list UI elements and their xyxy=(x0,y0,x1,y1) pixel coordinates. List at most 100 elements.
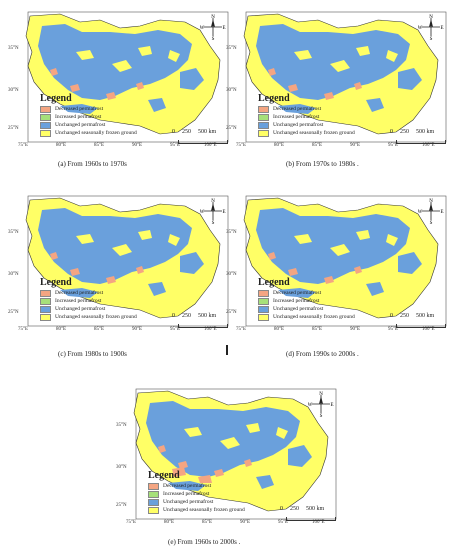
lon-label-100: 100°E xyxy=(312,520,325,525)
legend-item-seasonal: Unchanged seasonally frozen ground xyxy=(148,506,268,514)
lat-label-25: 25°N xyxy=(8,310,19,315)
map-panel-d: N S E W 35°N 30°N 25°N 75°E 80°E 85°E 90… xyxy=(226,192,450,332)
compass-s: S xyxy=(212,221,215,224)
map-legend: Legend Decreased permafrost Increased pe… xyxy=(258,93,378,137)
lat-label-35: 35°N xyxy=(8,230,19,235)
compass-rose-icon: N S E W xyxy=(200,198,226,224)
lon-label-90: 90°E xyxy=(132,327,143,332)
scale-bar xyxy=(178,324,228,328)
compass-s: S xyxy=(320,414,323,417)
lon-label-90: 90°E xyxy=(132,143,143,148)
lat-label-30: 30°N xyxy=(8,272,19,277)
lat-label-35: 35°N xyxy=(116,423,127,428)
compass-e: E xyxy=(440,26,443,31)
map-panel-c: N S E W 35°N 30°N 25°N 75°E 80°E 85°E 90… xyxy=(8,192,232,332)
lon-label-100: 100°E xyxy=(204,143,217,148)
map-image xyxy=(25,195,229,327)
legend-title: Legend xyxy=(148,470,180,481)
lon-label-85: 85°E xyxy=(312,327,323,332)
legend-title: Legend xyxy=(40,277,72,288)
legend-item-increased: Increased permafrost xyxy=(40,297,160,305)
lon-label-80: 80°E xyxy=(164,520,175,525)
map-image xyxy=(133,388,337,520)
scale-bar xyxy=(396,140,446,144)
compass-n: N xyxy=(211,15,215,20)
scale-bar xyxy=(178,140,228,144)
lon-label-100: 100°E xyxy=(422,327,435,332)
scale-labels: 0 250 500 km xyxy=(172,313,217,319)
compass-n: N xyxy=(319,392,323,397)
scale-labels: 0 250 500 km xyxy=(172,129,217,135)
lon-label-100: 100°E xyxy=(204,327,217,332)
map-panel-e: N S E W 35°N 30°N 25°N 75°E 80°E 85°E 90… xyxy=(116,385,340,525)
lat-label-30: 30°N xyxy=(116,465,127,470)
lon-label-95: 95°E xyxy=(170,327,181,332)
scale-labels: 0 250 500 km xyxy=(390,129,435,135)
lat-label-30: 30°N xyxy=(8,88,19,93)
scale-labels: 0 250 500 km xyxy=(280,506,325,512)
legend-item-unchanged-permafrost: Unchanged permafrost xyxy=(148,498,268,506)
legend-item-seasonal: Unchanged seasonally frozen ground xyxy=(258,129,378,137)
lat-label-25: 25°N xyxy=(116,503,127,508)
lat-label-30: 30°N xyxy=(226,272,237,277)
lon-label-85: 85°E xyxy=(312,143,323,148)
compass-e: E xyxy=(222,210,225,215)
compass-n: N xyxy=(429,15,433,20)
scale-labels: 0 250 500 km xyxy=(390,313,435,319)
lon-label-100: 100°E xyxy=(422,143,435,148)
lon-label-90: 90°E xyxy=(350,327,361,332)
lon-label-90: 90°E xyxy=(350,143,361,148)
lat-label-35: 35°N xyxy=(8,46,19,51)
lon-label-80: 80°E xyxy=(274,143,285,148)
legend-item-increased: Increased permafrost xyxy=(258,113,378,121)
caption-a: (a) From 1960s to 1970s xyxy=(58,160,127,168)
legend-item-seasonal: Unchanged seasonally frozen ground xyxy=(40,129,160,137)
compass-w: W xyxy=(308,403,313,408)
compass-n: N xyxy=(429,199,433,204)
compass-s: S xyxy=(430,37,433,40)
lon-label-85: 85°E xyxy=(94,143,105,148)
caption-b: (b) From 1970s to 1980s . xyxy=(286,160,359,168)
lat-label-25: 25°N xyxy=(226,310,237,315)
legend-item-decreased: Decreased permafrost xyxy=(40,289,160,297)
map-legend: Legend Decreased permafrost Increased pe… xyxy=(258,277,378,321)
caption-c: (c) From 1980s to 1900s xyxy=(58,350,127,358)
map-legend: Legend Decreased permafrost Increased pe… xyxy=(148,470,268,514)
compass-e: E xyxy=(330,403,333,408)
lat-label-35: 35°N xyxy=(226,46,237,51)
lat-label-25: 25°N xyxy=(8,126,19,131)
legend-item-decreased: Decreased permafrost xyxy=(148,482,268,490)
caption-e: (e) From 1960s to 2000s . xyxy=(168,538,241,546)
lon-label-95: 95°E xyxy=(278,520,289,525)
lon-label-75: 75°E xyxy=(236,143,247,148)
legend-item-decreased: Decreased permafrost xyxy=(40,105,160,113)
map-panel-a: N S E W 35°N 30°N 25°N 75°E 80°E 85°E 90… xyxy=(8,8,232,148)
compass-w: W xyxy=(418,210,423,215)
compass-rose-icon: N S E W xyxy=(418,198,444,224)
compass-w: W xyxy=(200,26,205,31)
divider-mark xyxy=(226,345,228,355)
legend-title: Legend xyxy=(40,93,72,104)
compass-n: N xyxy=(211,199,215,204)
legend-item-seasonal: Unchanged seasonally frozen ground xyxy=(40,313,160,321)
compass-rose-icon: N S E W xyxy=(418,14,444,40)
scale-bar xyxy=(396,324,446,328)
legend-item-unchanged-permafrost: Unchanged permafrost xyxy=(40,305,160,313)
legend-item-decreased: Decreased permafrost xyxy=(258,105,378,113)
legend-item-seasonal: Unchanged seasonally frozen ground xyxy=(258,313,378,321)
legend-item-unchanged-permafrost: Unchanged permafrost xyxy=(40,121,160,129)
lon-label-85: 85°E xyxy=(94,327,105,332)
map-legend: Legend Decreased permafrost Increased pe… xyxy=(40,277,160,321)
compass-w: W xyxy=(200,210,205,215)
lat-label-35: 35°N xyxy=(226,230,237,235)
compass-rose-icon: N S E W xyxy=(308,391,334,417)
lon-label-75: 75°E xyxy=(18,143,29,148)
compass-w: W xyxy=(418,26,423,31)
map-image xyxy=(243,195,447,327)
lon-label-95: 95°E xyxy=(170,143,181,148)
lon-label-75: 75°E xyxy=(18,327,29,332)
map-image xyxy=(25,11,229,143)
map-legend: Legend Decreased permafrost Increased pe… xyxy=(40,93,160,137)
lon-label-85: 85°E xyxy=(202,520,213,525)
legend-item-unchanged-permafrost: Unchanged permafrost xyxy=(258,305,378,313)
